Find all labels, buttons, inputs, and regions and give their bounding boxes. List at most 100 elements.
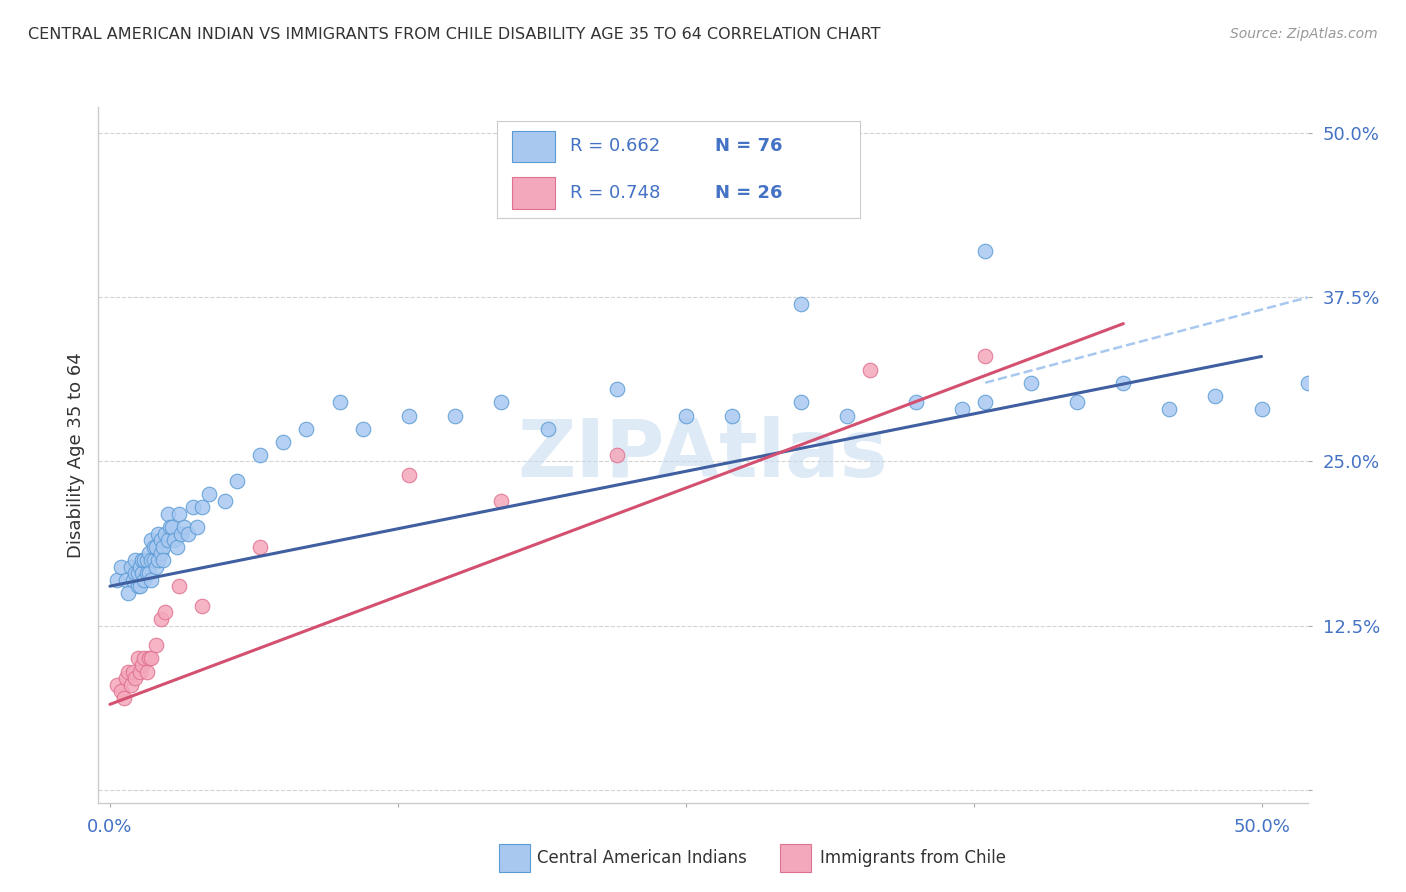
Point bbox=[117, 665, 139, 679]
Point bbox=[124, 566, 146, 580]
Point bbox=[138, 546, 160, 560]
Point bbox=[1250, 401, 1272, 416]
Point bbox=[720, 409, 742, 423]
Point bbox=[177, 526, 200, 541]
Point bbox=[135, 553, 157, 567]
Point bbox=[131, 566, 153, 580]
Point bbox=[974, 350, 997, 364]
Point bbox=[352, 422, 374, 436]
Point bbox=[398, 409, 420, 423]
Point bbox=[191, 599, 214, 613]
Point bbox=[128, 579, 150, 593]
Point bbox=[173, 520, 195, 534]
Point bbox=[117, 586, 139, 600]
Point bbox=[134, 651, 156, 665]
Point bbox=[138, 651, 160, 665]
Point bbox=[1066, 395, 1088, 409]
Point bbox=[152, 553, 174, 567]
Point bbox=[163, 533, 186, 548]
Point bbox=[950, 401, 973, 416]
Point bbox=[131, 657, 153, 672]
Point bbox=[149, 546, 172, 560]
Point bbox=[156, 507, 179, 521]
Point bbox=[191, 500, 214, 515]
Point bbox=[167, 579, 190, 593]
Point bbox=[606, 448, 628, 462]
Point bbox=[134, 553, 156, 567]
Point bbox=[790, 297, 813, 311]
Point bbox=[112, 690, 135, 705]
Point bbox=[491, 494, 513, 508]
Point bbox=[859, 362, 882, 376]
Point bbox=[152, 540, 174, 554]
Point bbox=[115, 671, 138, 685]
Point bbox=[141, 533, 163, 548]
Point bbox=[124, 553, 146, 567]
Point bbox=[124, 671, 146, 685]
Point bbox=[1019, 376, 1042, 390]
Point bbox=[1204, 389, 1226, 403]
Point bbox=[181, 500, 204, 515]
Point bbox=[128, 559, 150, 574]
Point bbox=[329, 395, 352, 409]
Point bbox=[1112, 376, 1135, 390]
Point bbox=[138, 566, 160, 580]
Point bbox=[128, 665, 150, 679]
Point bbox=[606, 382, 628, 396]
Point bbox=[249, 540, 271, 554]
Point bbox=[127, 566, 149, 580]
Point bbox=[186, 520, 208, 534]
Point bbox=[135, 566, 157, 580]
Point bbox=[110, 684, 132, 698]
Point bbox=[905, 395, 928, 409]
Text: Source: ZipAtlas.com: Source: ZipAtlas.com bbox=[1230, 27, 1378, 41]
Point bbox=[105, 678, 128, 692]
Point bbox=[145, 638, 167, 652]
Point bbox=[198, 487, 221, 501]
Point bbox=[148, 553, 170, 567]
Point bbox=[790, 395, 813, 409]
Point bbox=[122, 573, 145, 587]
Point bbox=[155, 526, 177, 541]
Point bbox=[110, 559, 132, 574]
Point bbox=[127, 651, 149, 665]
Point bbox=[134, 573, 156, 587]
Point bbox=[142, 540, 165, 554]
Point bbox=[149, 612, 172, 626]
Point bbox=[142, 553, 165, 567]
Point bbox=[675, 409, 697, 423]
Point bbox=[214, 494, 236, 508]
Point bbox=[974, 244, 997, 259]
Point bbox=[141, 553, 163, 567]
Point bbox=[105, 573, 128, 587]
Y-axis label: Disability Age 35 to 64: Disability Age 35 to 64 bbox=[66, 352, 84, 558]
Point bbox=[131, 553, 153, 567]
Point bbox=[249, 448, 271, 462]
Text: Central American Indians: Central American Indians bbox=[537, 849, 747, 867]
Point bbox=[444, 409, 467, 423]
Point bbox=[974, 395, 997, 409]
Point bbox=[167, 507, 190, 521]
Point bbox=[166, 540, 188, 554]
Point bbox=[398, 467, 420, 482]
Point bbox=[170, 526, 193, 541]
Point bbox=[160, 520, 183, 534]
Point bbox=[141, 651, 163, 665]
Point bbox=[127, 579, 149, 593]
Point bbox=[294, 422, 316, 436]
Point bbox=[1159, 401, 1181, 416]
Point bbox=[149, 533, 172, 548]
Point bbox=[536, 422, 558, 436]
Point bbox=[225, 474, 247, 488]
Point bbox=[120, 559, 142, 574]
Point bbox=[835, 409, 858, 423]
Text: ZIPAtlas: ZIPAtlas bbox=[517, 416, 889, 494]
Text: Immigrants from Chile: Immigrants from Chile bbox=[820, 849, 1005, 867]
Point bbox=[135, 665, 157, 679]
Point bbox=[491, 395, 513, 409]
Point bbox=[145, 540, 167, 554]
Point bbox=[148, 526, 170, 541]
Point bbox=[159, 520, 181, 534]
Point bbox=[155, 606, 177, 620]
Point bbox=[115, 573, 138, 587]
